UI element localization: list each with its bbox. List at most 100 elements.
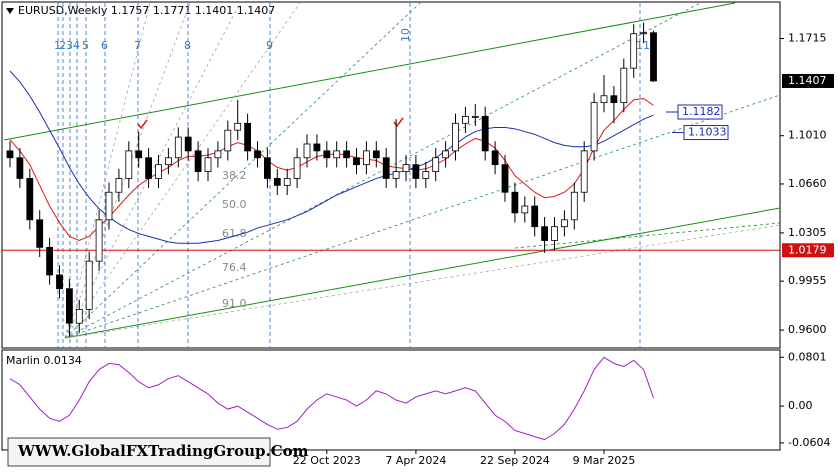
candle xyxy=(442,141,450,168)
candle-body xyxy=(630,33,638,69)
price-label-box xyxy=(782,73,834,88)
moving-average xyxy=(9,70,654,244)
candle xyxy=(56,265,63,299)
candle-body xyxy=(244,122,252,152)
candle-body xyxy=(531,205,539,228)
candle xyxy=(521,196,529,223)
watermark-box xyxy=(7,437,271,467)
candle-body xyxy=(164,157,172,166)
y-tick-label: 1.0305 xyxy=(788,226,827,239)
candle xyxy=(471,104,479,127)
candle xyxy=(283,168,291,195)
candle-body xyxy=(343,150,351,159)
candle xyxy=(234,99,242,140)
candle-body xyxy=(95,219,103,262)
channel-upper xyxy=(3,2,736,141)
candle xyxy=(214,141,222,168)
candle-body xyxy=(580,150,588,193)
indicator-title: Marlin 0.0134 xyxy=(6,354,82,367)
candle xyxy=(115,168,123,202)
candle xyxy=(412,155,420,189)
candle xyxy=(204,148,212,182)
y-tick-label: 0.9955 xyxy=(788,274,827,287)
candle xyxy=(561,210,568,237)
candle xyxy=(85,251,93,320)
candle-body xyxy=(46,246,53,276)
time-zone-label: 8 xyxy=(184,39,191,52)
y-tick-label: 1.0660 xyxy=(788,177,827,190)
candle xyxy=(194,141,202,182)
y-tick-label: -0.0604 xyxy=(788,436,830,449)
candle xyxy=(570,182,578,230)
candle xyxy=(551,217,558,251)
candle-body xyxy=(234,122,242,131)
y-tick-label: 0.9600 xyxy=(788,323,827,336)
candle xyxy=(75,299,83,333)
candle xyxy=(125,141,133,189)
fan-line xyxy=(64,224,781,339)
check-mark xyxy=(137,119,148,130)
time-zone-label: 2 xyxy=(59,39,66,52)
candle xyxy=(422,161,430,189)
level-label: 1.0179 xyxy=(788,243,827,256)
candle-body xyxy=(570,191,578,221)
watermark-text: WWW.GlobalFXTradingGroup.Com xyxy=(17,442,309,460)
candle-body xyxy=(620,67,628,104)
candle xyxy=(481,106,489,161)
candle xyxy=(155,155,162,189)
fib-label: 50.0 xyxy=(222,198,247,211)
fan-line xyxy=(64,2,241,339)
candle-body xyxy=(293,157,301,179)
candle-body xyxy=(75,309,83,324)
candle-body xyxy=(392,171,400,179)
candle xyxy=(461,106,469,133)
candle-body xyxy=(640,32,647,35)
candle-body xyxy=(125,150,133,179)
candle xyxy=(610,86,618,124)
candle-body xyxy=(214,150,222,159)
time-zone-label: 10 xyxy=(399,28,412,42)
candle-body xyxy=(135,150,143,159)
candle xyxy=(333,141,341,168)
candle xyxy=(580,141,588,202)
candle xyxy=(541,217,548,253)
x-tick-label: 9 Mar 2025 xyxy=(573,454,636,467)
x-tick-label: 22 Sep 2024 xyxy=(480,454,550,467)
candle xyxy=(95,210,103,271)
candle-body xyxy=(481,116,489,152)
candle-body xyxy=(204,157,212,172)
candle xyxy=(382,148,390,189)
candle-body xyxy=(362,150,370,166)
y-tick-label: 0.00 xyxy=(788,399,813,412)
candle-body xyxy=(412,164,420,179)
candle xyxy=(640,22,647,44)
watermark: WWW.GlobalFXTradingGroup.Com xyxy=(7,437,309,467)
candle-body xyxy=(224,129,232,152)
y-tick-label: 1.1715 xyxy=(788,32,827,45)
x-tick-label: 22 Oct 2023 xyxy=(293,454,361,467)
line-label-box xyxy=(677,104,723,120)
candle xyxy=(511,182,519,223)
candle xyxy=(273,168,281,195)
line-label: 1.1182 xyxy=(682,105,721,118)
candle xyxy=(303,134,311,168)
candle xyxy=(501,155,509,202)
candle xyxy=(531,196,539,237)
candle-body xyxy=(541,226,548,241)
time-zone-label: 6 xyxy=(101,39,108,52)
candle-body xyxy=(521,205,529,214)
candle-body xyxy=(471,116,479,118)
check-mark xyxy=(393,117,404,128)
channel-mid xyxy=(514,222,781,249)
fan-line xyxy=(64,2,151,339)
candle-body xyxy=(26,178,34,221)
indicator-line xyxy=(9,356,654,441)
candle xyxy=(105,182,113,230)
candle-body xyxy=(610,95,618,104)
candle xyxy=(402,155,410,182)
candle-body xyxy=(511,191,519,214)
line-label: 1.1033 xyxy=(688,126,727,139)
candle xyxy=(313,134,321,161)
candle xyxy=(254,141,261,168)
